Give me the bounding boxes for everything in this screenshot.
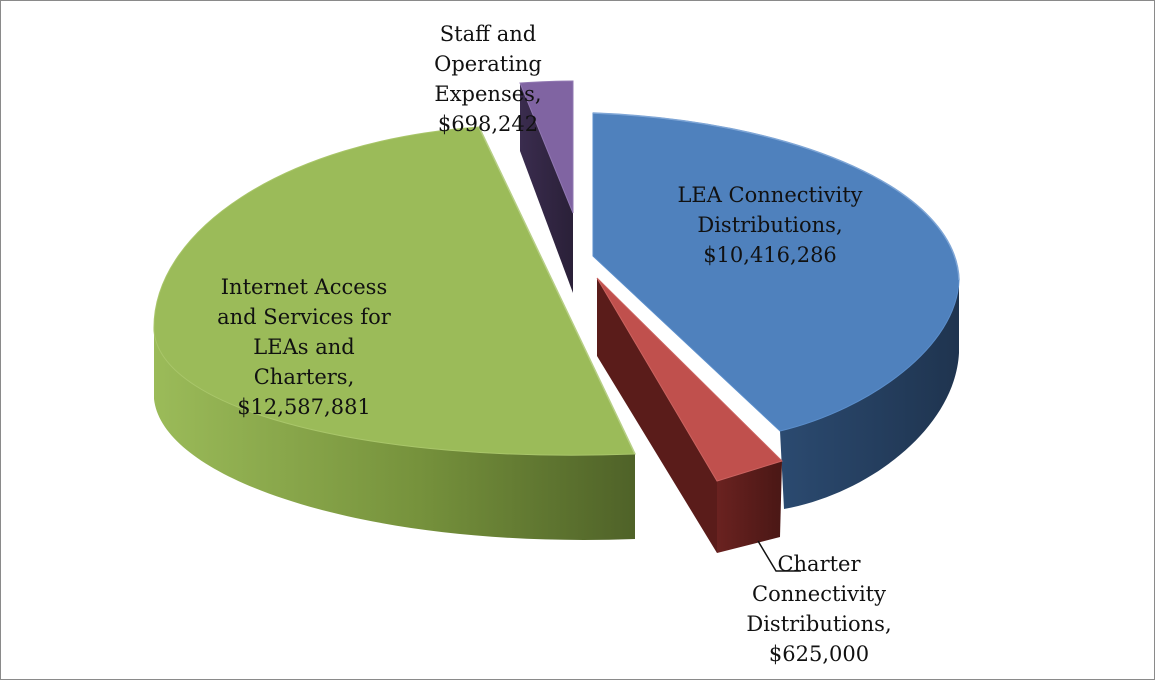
label-staff-operating-line: Staff and [440,22,536,46]
label-lea-connectivity-line: LEA Connectivity [677,183,862,207]
slice-lea-side [780,280,959,509]
label-lea-connectivity-line: $10,416,286 [703,243,837,267]
slice-charter-cutface [597,278,717,553]
charter-leader-line [757,540,801,572]
slice-charter-side [717,461,782,553]
label-charter-connectivity-line: Charter [777,552,861,576]
slice-internet-access [153,126,636,540]
slice-staff-cutface [520,83,573,293]
label-charter-connectivity-line: Connectivity [752,582,886,606]
label-internet-access: Internet Access and Services for LEAs and C… [217,275,392,419]
slice-internet-cutedge [478,126,636,455]
slice-staff-operating [519,80,574,293]
slice-lea-connectivity [592,112,960,509]
slice-staff-top [519,80,574,214]
label-charter-connectivity-line: $625,000 [769,642,869,666]
data-labels: LEA Connectivity Distributions, $10,416,28… [217,22,891,666]
label-lea-connectivity-line: Distributions, [697,213,842,237]
label-charter-connectivity-line: Distributions, [746,612,891,636]
label-internet-access-line: Charters, [254,365,355,389]
label-lea-connectivity: LEA Connectivity Distributions, $10,416,28… [677,183,862,267]
slice-lea-edge [592,112,960,281]
label-internet-access-line: $12,587,881 [237,395,371,419]
label-staff-operating: Staff and Operating Expenses, $698,242 [434,22,542,136]
label-staff-operating-line: Operating [434,52,542,76]
label-staff-operating-line: Expenses, [434,82,541,106]
slice-charter-connectivity [596,277,783,553]
label-internet-access-line: LEAs and [253,335,354,359]
slice-internet-top [153,126,636,456]
label-internet-access-line: Internet Access [221,275,387,299]
slice-internet-side [154,331,635,540]
label-staff-operating-line: $698,242 [438,112,538,136]
slice-charter-top [596,277,783,482]
label-charter-connectivity: Charter Connectivity Distributions, $625,00… [746,552,891,666]
label-internet-access-line: and Services for [217,305,392,329]
